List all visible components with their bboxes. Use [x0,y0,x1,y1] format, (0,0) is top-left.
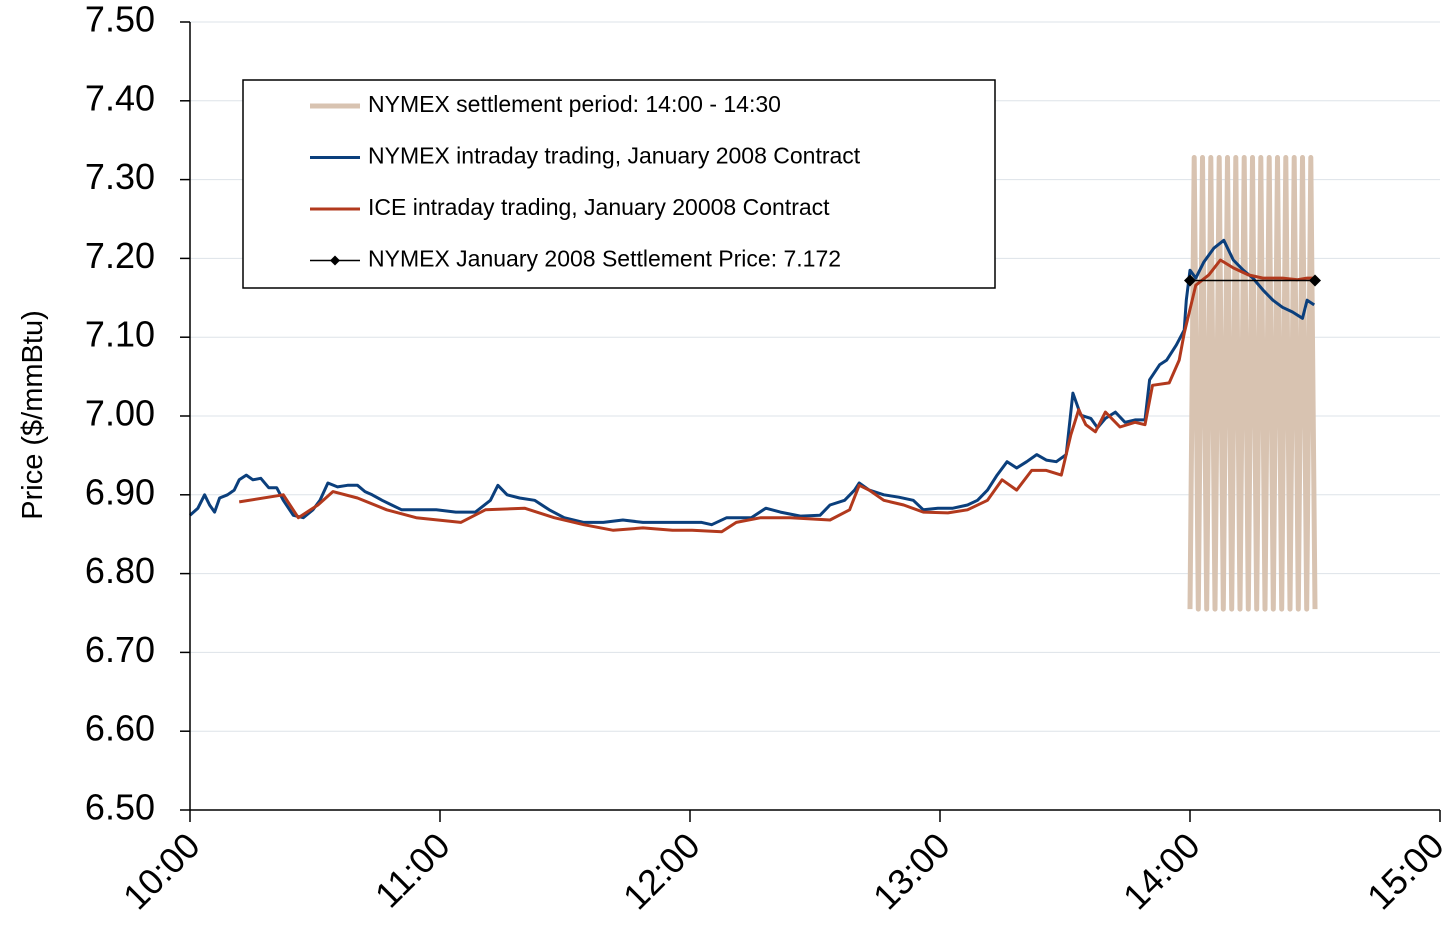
x-tick-label: 12:00 [615,825,708,918]
x-tick-label: 11:00 [367,825,458,916]
legend-label: NYMEX settlement period: 14:00 - 14:30 [368,91,781,117]
y-tick-label: 7.30 [85,156,155,197]
series-line [238,258,1315,534]
y-tick-label: 6.90 [85,471,155,512]
y-tick-label: 7.50 [85,0,155,40]
x-tick-label: 10:00 [115,825,208,918]
legend-marker [330,255,340,266]
series-marker [1309,274,1321,287]
y-axis-label: Price ($/mmBtu) [17,310,49,519]
x-tick-label: 15:00 [1359,825,1448,918]
y-tick-label: 6.60 [85,708,155,749]
legend: NYMEX settlement period: 14:00 - 14:30 NY… [310,91,861,272]
marks [188,155,1321,612]
y-tick-label: 7.00 [85,393,155,434]
y-tick-label: 7.10 [85,314,155,355]
y-tick-label: 6.70 [85,629,155,670]
legend-box [242,79,996,289]
x-tick-label: 14:00 [1115,825,1208,918]
legend-label: ICE intraday trading, January 20008 Cont… [368,194,830,220]
y-tick-label: 7.20 [85,235,155,276]
legend-label: NYMEX January 2008 Settlement Price: 7.1… [368,246,841,272]
x-tick-label: 13:00 [865,825,958,918]
legend-label: NYMEX intraday trading, January 2008 Con… [368,143,861,169]
y-tick-label: 6.80 [85,550,155,591]
series-line [1187,155,1318,612]
y-tick-label: 6.50 [85,787,155,828]
series-marker [1184,274,1196,287]
y-tick-label: 7.40 [85,77,155,118]
